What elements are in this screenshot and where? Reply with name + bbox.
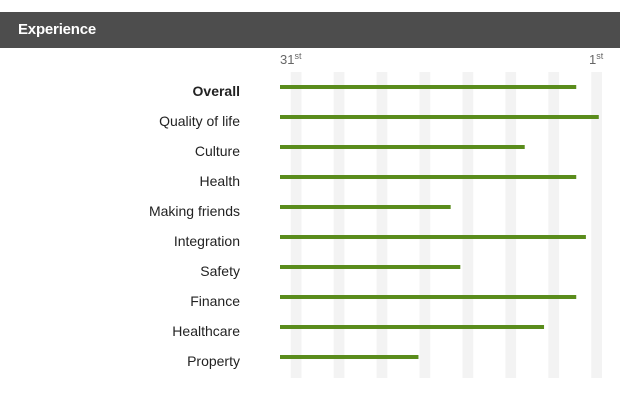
bar-health [280,175,577,179]
bar-making-friends [280,205,451,209]
grid-stripe [505,72,517,378]
bar-healthcare [280,325,545,329]
bar-overall [280,85,577,89]
grid-stripe [462,72,474,378]
category-label: Safety [200,263,240,279]
bar-property [280,355,419,359]
category-label: Finance [190,293,240,309]
category-label: Overall [193,83,240,99]
rank-axis-max-label: 1st [589,51,604,67]
bar-safety [280,265,461,269]
bar-integration [280,235,586,239]
grid-stripe [333,72,345,378]
grid-stripe [591,72,602,378]
category-label: Quality of life [159,113,240,129]
grid-stripe [419,72,431,378]
bar-quality-of-life [280,115,599,119]
rank-axis-min-label: 31st [280,51,302,67]
grid-stripe [548,72,560,378]
grid-stripe [376,72,388,378]
category-label: Making friends [149,203,240,219]
category-label: Culture [195,143,240,159]
section-title: Experience [18,21,97,38]
section-header: Experience [0,12,620,48]
category-label: Health [200,173,240,189]
grid-stripe [290,72,302,378]
category-label: Integration [174,233,240,249]
category-label: Healthcare [172,323,240,339]
category-label: Property [187,353,240,369]
bar-culture [280,145,525,149]
bar-finance [280,295,577,299]
